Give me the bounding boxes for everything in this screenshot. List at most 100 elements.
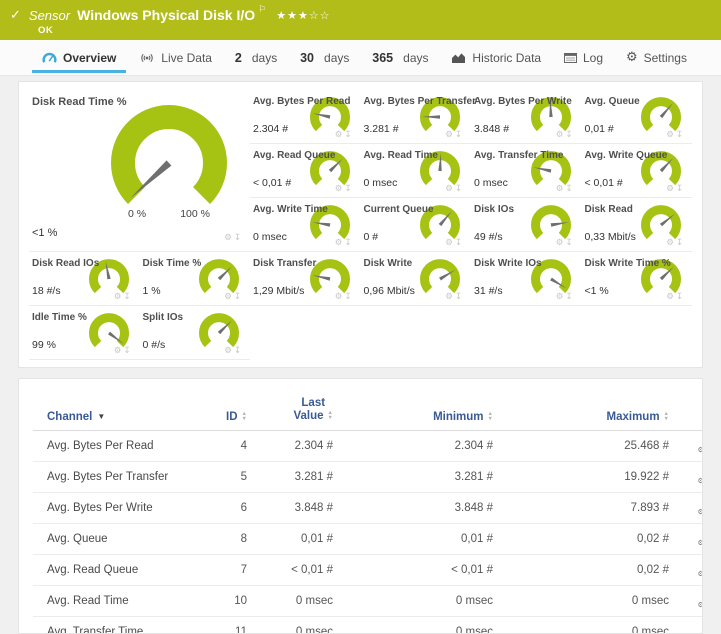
gauge-tile-icons[interactable]: ⚙↧ — [114, 292, 133, 302]
gear-icon: ⚙ — [445, 238, 455, 248]
gauge-tile-icons[interactable]: ⚙↧ — [335, 238, 354, 248]
gauge-tile-icons[interactable]: ⚙↧ — [224, 233, 243, 243]
gauge-tile-icons[interactable]: ⚙↧ — [556, 238, 575, 248]
channel-table-panel: Channel ▼ ID ▲ ▼ Last Value ▲ ▼ Minimum ▲ ▼ — [18, 378, 703, 634]
gauge-label: Disk Write — [363, 258, 413, 269]
gauge-tile-disk-write: Disk Write 0,96 Mbit/s ⚙↧ — [360, 252, 471, 306]
column-header-last-value[interactable]: Last Value ▲ ▼ — [251, 383, 337, 431]
gauge-tile-icons[interactable]: ⚙↧ — [114, 346, 133, 356]
gauge-tile-icons[interactable]: ⚙↧ — [445, 292, 464, 302]
gauge-tile-icons[interactable]: ⚙↧ — [556, 130, 575, 140]
tab-historic-data[interactable]: Historic Data — [447, 40, 545, 75]
table-row: Avg. Bytes Per Transfer 5 3.281 #3.281 #19… — [33, 461, 703, 493]
pin-icon: ↧ — [565, 130, 575, 140]
gauge-value: 0,01 # — [584, 123, 614, 135]
gauge-value: 1 % — [142, 285, 161, 297]
edit-channel-icon[interactable]: ⚙⚙ — [698, 593, 703, 609]
gauge-label: Avg. Bytes Per Read — [253, 96, 351, 107]
tab-live-data-label: Live Data — [161, 50, 212, 65]
column-header-channel[interactable]: Channel ▼ — [33, 383, 201, 431]
tab-overview-label: Overview — [63, 50, 117, 65]
gauge-label: Disk Transfer — [253, 258, 317, 269]
gauge-arc — [420, 151, 460, 186]
gear-icon: ⚙ — [666, 292, 676, 302]
sort-desc-icon: ▼ — [97, 412, 106, 422]
tab-live-data[interactable]: Live Data — [135, 40, 216, 75]
gauge-tile-icons[interactable]: ⚙↧ — [445, 238, 464, 248]
log-icon — [564, 52, 577, 63]
gauge-arc — [641, 205, 681, 240]
sensor-header-line: ✓ Sensor Windows Physical Disk I/O ⚐ ★★★… — [0, 0, 721, 23]
gauge-tile-icons[interactable]: ⚙↧ — [445, 184, 464, 194]
gauge-label: Idle Time % — [32, 312, 87, 323]
edit-channel-icon[interactable]: ⚙⚙ — [698, 500, 703, 516]
edit-channel-icon[interactable]: ⚙⚙ — [698, 562, 703, 578]
gauge-value: 1,29 Mbit/s — [253, 285, 305, 297]
gauge-tile-icons[interactable]: ⚙↧ — [556, 292, 575, 302]
last-value: 3.281 # — [251, 461, 337, 493]
table-row: Avg. Bytes Per Write 6 3.848 #3.848 #7.893… — [33, 492, 703, 524]
tab-365-days[interactable]: 365 days — [368, 40, 432, 75]
column-header-minimum[interactable]: Minimum ▲ ▼ — [337, 383, 497, 431]
pin-icon: ↧ — [123, 292, 133, 302]
gauge-label: Disk Read IOs — [32, 258, 100, 269]
tab-30-days[interactable]: 30 days — [296, 40, 353, 75]
gauge-label: Current Queue — [363, 204, 434, 215]
gauge-tile-icons[interactable]: ⚙↧ — [666, 130, 685, 140]
gauge-scale-min: 0 % — [128, 208, 147, 220]
gauge-tile-avg-write-queue: Avg. Write Queue < 0,01 # ⚙↧ — [581, 144, 692, 198]
tab-settings-label: Settings — [643, 50, 687, 65]
tab-log[interactable]: Log — [560, 40, 607, 75]
column-header-maximum[interactable]: Maximum ▲ ▼ — [497, 383, 673, 431]
tab-settings[interactable]: ⚙ Settings — [622, 40, 691, 75]
gauge-tile-icons[interactable]: ⚙↧ — [445, 130, 464, 140]
gauge-tile-avg-write-time: Avg. Write Time 0 msec ⚙↧ — [250, 198, 361, 252]
tab-365-days-number: 365 — [372, 50, 394, 65]
gauge-tile-icons[interactable]: ⚙↧ — [666, 292, 685, 302]
gauge-tile-icons[interactable]: ⚙↧ — [666, 184, 685, 194]
gauge-tile-icons[interactable]: ⚙↧ — [335, 130, 354, 140]
last-value: 2.304 # — [251, 430, 337, 462]
channel-name: Avg. Queue — [33, 523, 201, 555]
edit-channel-icon[interactable]: ⚙⚙ — [698, 469, 703, 485]
gear-icon: ⚙ — [625, 50, 638, 65]
last-value: 0 msec — [251, 585, 337, 617]
pin-icon: ↧ — [565, 292, 575, 302]
tab-2-days[interactable]: 2 days — [231, 40, 281, 75]
tab-overview[interactable]: Overview — [31, 40, 127, 75]
gear-icon: ⚙ — [334, 184, 345, 194]
channel-id: 10 — [201, 585, 251, 617]
channel-name: Avg. Read Time — [33, 585, 201, 617]
gear-icon: ⚙ — [334, 130, 345, 140]
gauge-value: 3.848 # — [474, 123, 510, 135]
edit-channel-cell: ⚙⚙ — [673, 554, 703, 586]
gauge-tile-icons[interactable]: ⚙↧ — [666, 238, 685, 248]
gauge-tile-icons[interactable]: ⚙↧ — [224, 292, 243, 302]
gauge-arc — [530, 205, 571, 240]
gauge-label: Disk Read Time % — [32, 96, 127, 108]
gauge-tile-icons[interactable]: ⚙↧ — [556, 184, 575, 194]
gauge-tile-icons[interactable]: ⚙↧ — [335, 292, 354, 302]
edit-channel-icon[interactable]: ⚙⚙ — [698, 438, 703, 454]
priority-stars[interactable]: ★★★☆☆ — [276, 8, 331, 22]
tab-2-days-number: 2 — [234, 50, 242, 65]
gauge-value: 31 #/s — [474, 285, 503, 297]
flag-icon[interactable]: ⚐ — [258, 5, 267, 15]
gauge-label: Disk Write IOs — [474, 258, 542, 269]
gear-icon: ⚙ — [445, 130, 455, 140]
status-badge: OK — [38, 25, 54, 36]
gauge-value: 18 #/s — [32, 285, 61, 297]
column-header-id[interactable]: ID ▲ ▼ — [201, 383, 251, 431]
gauge-arc — [530, 259, 571, 294]
gauge-tile-icons[interactable]: ⚙↧ — [224, 346, 243, 356]
gear-icon: ⚙ — [445, 184, 455, 194]
tab-log-label: Log — [583, 50, 604, 65]
gauge-arc — [88, 313, 129, 348]
gauge-tile-disk-transfer: Disk Transfer 1,29 Mbit/s ⚙↧ — [250, 252, 361, 306]
gear-icon: ⚙ — [113, 346, 124, 356]
gauge-tile-icons[interactable]: ⚙↧ — [335, 184, 354, 194]
edit-channel-icon[interactable]: ⚙⚙ — [698, 624, 703, 634]
edit-channel-icon[interactable]: ⚙⚙ — [698, 531, 703, 547]
